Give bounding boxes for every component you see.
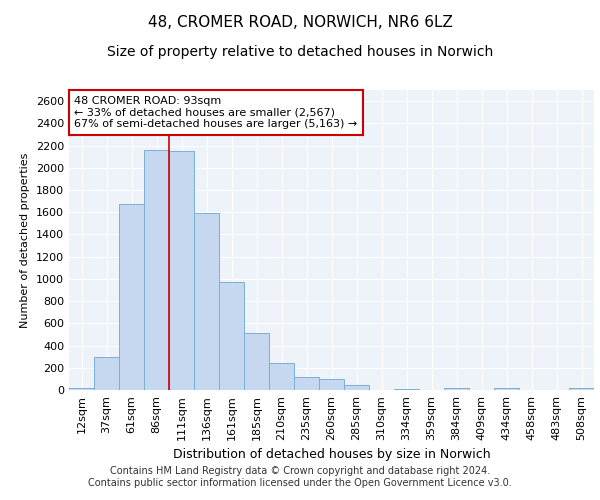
Text: 48, CROMER ROAD, NORWICH, NR6 6LZ: 48, CROMER ROAD, NORWICH, NR6 6LZ [148,15,452,30]
Bar [94,356,119,390]
Bar [219,282,244,390]
X-axis label: Distribution of detached houses by size in Norwich: Distribution of detached houses by size … [173,448,490,461]
Bar [569,388,594,390]
Bar [144,150,169,390]
Bar [294,376,319,390]
Bar [444,388,469,390]
Bar [344,385,369,390]
Bar [269,363,294,390]
Bar [69,388,94,390]
Bar [319,379,344,390]
Y-axis label: Number of detached properties: Number of detached properties [20,152,31,328]
Bar [119,204,144,390]
Bar [244,334,269,390]
Text: Contains HM Land Registry data © Crown copyright and database right 2024.
Contai: Contains HM Land Registry data © Crown c… [88,466,512,487]
Bar [169,151,194,390]
Text: 48 CROMER ROAD: 93sqm
← 33% of detached houses are smaller (2,567)
67% of semi-d: 48 CROMER ROAD: 93sqm ← 33% of detached … [74,96,358,129]
Bar [194,213,219,390]
Bar [494,388,519,390]
Text: Size of property relative to detached houses in Norwich: Size of property relative to detached ho… [107,45,493,59]
